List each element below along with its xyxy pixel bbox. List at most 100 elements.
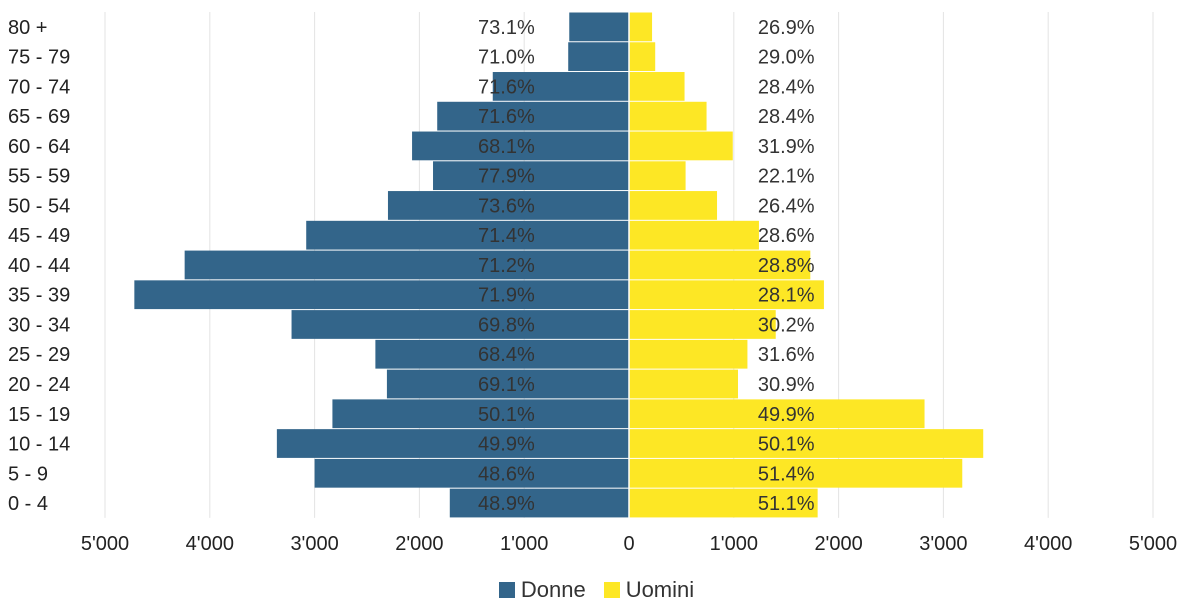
bar-donne-8 (184, 250, 629, 280)
data-label-uomini: 26.4% (758, 195, 815, 217)
bar-uomini-10 (629, 310, 776, 339)
bar-donne-16 (449, 488, 629, 518)
data-label-donne: 71.4% (478, 225, 535, 247)
legend-item-uomini: Uomini (603, 577, 695, 603)
category-label: 25 - 29 (8, 344, 70, 366)
data-label-uomini: 28.4% (758, 76, 815, 98)
category-label: 75 - 79 (8, 47, 70, 69)
data-label-donne: 68.4% (478, 344, 535, 366)
data-label-uomini: 31.9% (758, 136, 815, 158)
bar-donne-7 (306, 220, 629, 250)
bar-uomini-9 (629, 280, 824, 310)
x-tick-label: 5'000 (81, 533, 129, 555)
legend-label-donne: Donne (520, 577, 586, 602)
data-label-donne: 49.9% (478, 434, 535, 456)
bar-uomini-4 (629, 131, 733, 161)
data-label-donne: 69.1% (478, 374, 535, 396)
bar-uomini-13 (629, 399, 925, 429)
x-tick-label: 1'000 (500, 533, 548, 555)
category-label: 50 - 54 (8, 195, 70, 217)
bar-uomini-6 (629, 191, 718, 220)
category-label: 15 - 19 (8, 404, 70, 426)
category-label: 45 - 49 (8, 225, 70, 247)
bar-uomini-14 (629, 429, 984, 458)
data-label-donne: 50.1% (478, 404, 535, 426)
bar-uomini-5 (629, 161, 686, 191)
bar-donne-6 (387, 191, 629, 220)
bar-donne-3 (437, 101, 629, 131)
data-label-donne: 73.6% (478, 195, 535, 217)
data-label-donne: 69.8% (478, 314, 535, 336)
bar-uomini-0 (629, 12, 653, 42)
data-label-uomini: 28.8% (758, 255, 815, 277)
bar-uomini-16 (629, 488, 818, 518)
data-label-uomini: 50.1% (758, 434, 815, 456)
data-label-uomini: 28.6% (758, 225, 815, 247)
legend-label-uomini: Uomini (625, 577, 695, 602)
bar-donne-9 (134, 280, 629, 310)
category-label: 55 - 59 (8, 166, 70, 188)
bar-donne-15 (314, 458, 629, 488)
data-label-uomini: 51.1% (758, 493, 815, 515)
category-label: 60 - 64 (8, 136, 70, 158)
data-label-uomini: 22.1% (758, 166, 815, 188)
data-label-donne: 73.1% (478, 17, 535, 39)
legend: Donne Uomini (0, 577, 1193, 603)
x-tick-label: 0 (623, 533, 634, 555)
category-label: 30 - 34 (8, 314, 70, 336)
data-label-uomini: 26.9% (758, 17, 815, 39)
bar-donne-11 (375, 339, 629, 369)
x-tick-label: 4'000 (186, 533, 234, 555)
category-label: 40 - 44 (8, 255, 70, 277)
data-label-donne: 48.9% (478, 493, 535, 515)
bar-uomini-2 (629, 72, 685, 101)
data-label-donne: 48.6% (478, 463, 535, 485)
category-label: 0 - 4 (8, 493, 48, 515)
data-label-uomini: 49.9% (758, 404, 815, 426)
category-label: 70 - 74 (8, 76, 70, 98)
category-label: 35 - 39 (8, 285, 70, 307)
data-label-donne: 71.6% (478, 106, 535, 128)
chart-svg: 80 + 73.1% 26.9% 75 - 79 71.0% 29.0% 70 - 74 71… (8, 12, 1177, 555)
data-label-uomini: 28.4% (758, 106, 815, 128)
data-label-uomini: 30.9% (758, 374, 815, 396)
bar-uomini-12 (629, 369, 738, 399)
category-label: 5 - 9 (8, 463, 48, 485)
bar-uomini-15 (629, 458, 963, 488)
data-label-donne: 68.1% (478, 136, 535, 158)
bar-donne-1 (568, 42, 629, 72)
data-label-donne: 71.9% (478, 285, 535, 307)
bar-donne-10 (291, 310, 629, 339)
legend-swatch-uomini (603, 582, 620, 598)
x-tick-label: 2'000 (814, 533, 862, 555)
bar-uomini-8 (629, 250, 811, 280)
category-label: 20 - 24 (8, 374, 70, 396)
bar-uomini-1 (629, 42, 656, 72)
data-label-donne: 71.6% (478, 76, 535, 98)
data-label-donne: 71.0% (478, 47, 535, 69)
category-label: 80 + (8, 17, 47, 39)
data-label-uomini: 51.4% (758, 463, 815, 485)
bar-uomini-11 (629, 339, 748, 369)
bar-donne-4 (412, 131, 629, 161)
bar-uomini-3 (629, 101, 707, 131)
category-label: 10 - 14 (8, 434, 70, 456)
legend-item-donne: Donne (498, 577, 586, 603)
data-label-uomini: 28.1% (758, 285, 815, 307)
x-tick-label: 4'000 (1024, 533, 1072, 555)
bar-donne-14 (276, 429, 629, 458)
data-label-uomini: 30.2% (758, 314, 815, 336)
bar-donne-13 (332, 399, 629, 429)
bar-donne-12 (386, 369, 629, 399)
data-label-donne: 71.2% (478, 255, 535, 277)
bar-uomini-7 (629, 220, 759, 250)
category-label: 65 - 69 (8, 106, 70, 128)
bar-donne-2 (492, 72, 629, 101)
bar-donne-5 (433, 161, 629, 191)
x-tick-label: 3'000 (290, 533, 338, 555)
bar-donne-0 (569, 12, 629, 42)
x-tick-label: 1'000 (710, 533, 758, 555)
data-label-uomini: 29.0% (758, 47, 815, 69)
legend-swatch-donne (498, 582, 515, 598)
